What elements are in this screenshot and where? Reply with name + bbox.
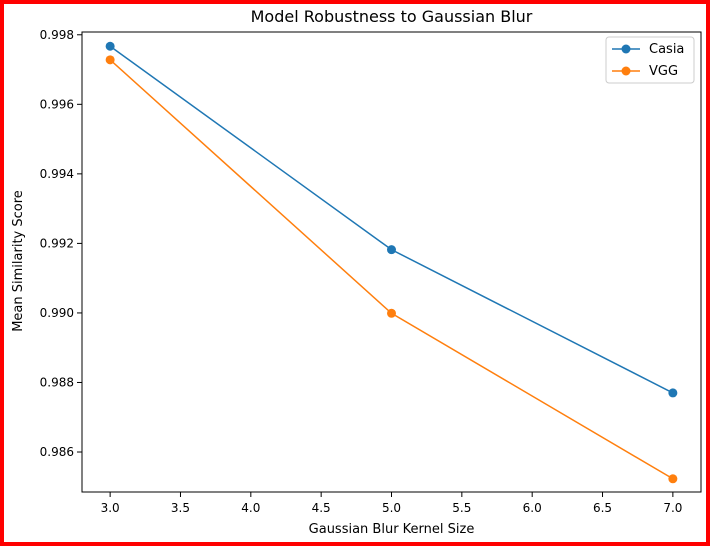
plot-area [81,31,702,493]
y-tick-label: 0.990 [40,306,74,320]
data-point-casia [387,245,396,255]
y-tick-label: 0.986 [40,445,74,459]
data-point-casia [668,388,678,398]
plot-frame [81,31,702,493]
x-tick-label: 3.5 [171,501,190,515]
x-tick-label: 3.0 [101,501,120,515]
series-points [105,41,678,484]
x-tick-label: 6.0 [523,501,542,515]
y-tick-label: 0.992 [40,236,74,250]
x-tick-label: 4.0 [241,501,260,515]
x-axis-label: Gaussian Blur Kernel Size [309,522,475,537]
x-tick-label: 7.0 [663,501,682,515]
legend-swatch-marker-vgg [621,66,631,76]
x-tick-label: 6.5 [593,501,612,515]
data-point-vgg [105,55,115,65]
x-tick-label: 5.0 [382,501,401,515]
y-tick-label: 0.998 [40,28,74,42]
data-point-vgg [387,308,396,318]
data-point-casia [105,41,115,51]
x-tick-label: 5.5 [452,501,471,515]
y-tick-label: 0.988 [40,375,74,389]
legend: Casia VGG [605,36,695,84]
x-axis-ticks: 3.0 3.5 4.0 4.5 5.0 5.5 6.0 6.5 7.0 [101,492,682,515]
legend-label-vgg: VGG [649,64,678,79]
y-tick-label: 0.996 [40,97,74,111]
data-point-vgg [668,474,678,484]
y-tick-label: 0.994 [40,167,74,181]
x-tick-label: 4.5 [312,501,331,515]
y-axis-ticks: 0.986 0.988 0.990 0.992 0.994 0.996 0.998 [40,28,82,459]
legend-label-casia: Casia [649,42,684,57]
chart-title: Model Robustness to Gaussian Blur [251,7,533,26]
legend-swatch-marker-casia [621,44,631,54]
y-axis-label: Mean Similarity Score [11,190,26,332]
